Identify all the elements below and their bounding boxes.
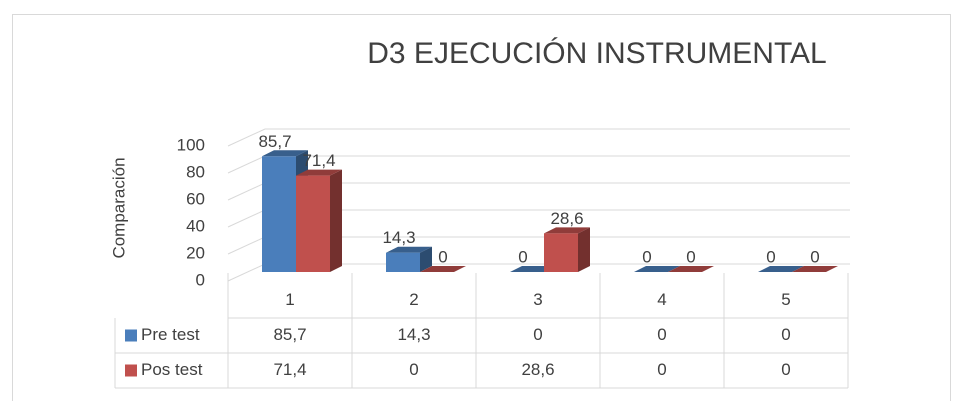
y-tick-label: 40 [186, 216, 205, 235]
y-tick-label: 60 [186, 189, 205, 208]
x-tick-label: 5 [781, 290, 790, 309]
legend-label: Pos test [141, 360, 203, 379]
bar-side [420, 246, 432, 272]
data-label: 85,7 [258, 132, 291, 151]
table-value: 0 [781, 325, 790, 344]
bar-top [758, 266, 804, 272]
table-value: 0 [657, 325, 666, 344]
bar-top [668, 266, 714, 272]
bar-top [420, 266, 466, 272]
data-label: 71,4 [302, 151, 335, 170]
legend-label: Pre test [141, 325, 200, 344]
legend-swatch [125, 364, 137, 377]
chart-title: D3 EJECUCIÓN INSTRUMENTAL [367, 37, 827, 70]
bar-side [578, 227, 590, 272]
bar [544, 233, 578, 272]
table-value: 85,7 [273, 325, 306, 344]
legend-swatch [125, 329, 137, 342]
bar [262, 156, 296, 272]
bar-top [634, 266, 680, 272]
data-label: 0 [686, 247, 695, 266]
bar [296, 175, 330, 272]
table-value: 71,4 [273, 360, 306, 379]
x-tick-label: 4 [657, 290, 666, 309]
y-tick-label: 100 [177, 135, 205, 154]
data-label: 0 [766, 247, 775, 266]
table-value: 0 [781, 360, 790, 379]
bar-top [544, 227, 590, 234]
table-value: 0 [409, 360, 418, 379]
chart-border [12, 14, 951, 401]
data-label: 14,3 [382, 228, 415, 247]
x-tick-label: 2 [409, 290, 418, 309]
data-label: 28,6 [550, 209, 583, 228]
bar-top [296, 169, 342, 176]
bar-top [262, 150, 308, 157]
x-tick-label: 1 [285, 290, 294, 309]
table-value: 28,6 [521, 360, 554, 379]
data-label: 0 [438, 247, 447, 266]
y-tick-label: 0 [196, 270, 205, 289]
data-label: 0 [810, 247, 819, 266]
grid-line [227, 128, 850, 147]
y-tick-label: 80 [186, 162, 205, 181]
bar-side [330, 169, 342, 272]
x-tick-label: 3 [533, 290, 542, 309]
table-value: 14,3 [397, 325, 430, 344]
bar [386, 252, 420, 272]
data-label: 0 [518, 247, 527, 266]
table-value: 0 [533, 325, 542, 344]
bar-top [792, 266, 838, 272]
bar-top [386, 246, 432, 253]
data-label: 0 [642, 247, 651, 266]
y-axis-label: Comparación [109, 157, 128, 258]
table-value: 0 [657, 360, 666, 379]
y-tick-label: 20 [186, 243, 205, 262]
